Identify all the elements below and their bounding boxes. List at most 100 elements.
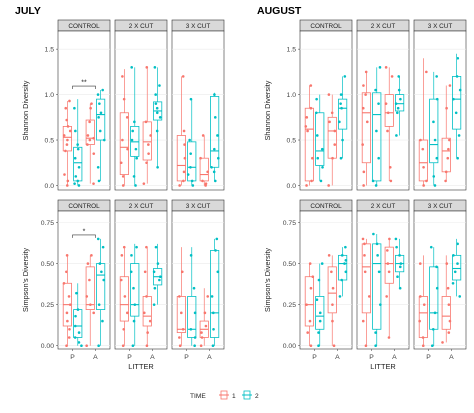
data-point xyxy=(178,344,182,348)
x-tick-label: A xyxy=(93,354,98,361)
data-point xyxy=(101,88,104,92)
chart-block-simpson-3: Simpson's Diversity0.000.250.500.75CONTR… xyxy=(263,199,467,371)
boxplot-p-time1 xyxy=(119,245,129,348)
data-point xyxy=(100,270,103,274)
data-point xyxy=(145,161,148,165)
data-point xyxy=(98,262,102,265)
data-point xyxy=(181,75,185,78)
data-point xyxy=(432,120,435,124)
box-iqr xyxy=(199,157,209,182)
data-point xyxy=(86,262,90,265)
data-point xyxy=(64,149,67,153)
x-tick-label: P xyxy=(70,354,75,361)
data-point xyxy=(339,93,343,96)
data-point xyxy=(102,278,105,282)
data-point xyxy=(361,237,365,241)
data-point xyxy=(458,88,462,92)
legend-label-1: 1 xyxy=(232,393,236,400)
data-point xyxy=(419,295,422,298)
box-iqr xyxy=(372,92,382,182)
y-tick-label: 0.00 xyxy=(41,343,54,350)
data-point xyxy=(433,138,437,142)
y-tick-label: 1.5 xyxy=(45,46,55,53)
data-point xyxy=(341,138,344,142)
data-point xyxy=(217,156,220,160)
data-point xyxy=(317,278,321,282)
boxplot-a-time1 xyxy=(327,254,337,348)
data-point xyxy=(178,295,181,298)
box-iqr xyxy=(85,266,95,310)
data-point xyxy=(90,254,93,257)
data-point xyxy=(315,97,318,101)
box-iqr xyxy=(361,92,371,164)
data-point xyxy=(339,156,343,160)
boxplot-p-time1 xyxy=(62,254,72,348)
data-point xyxy=(214,249,217,252)
box-iqr xyxy=(304,276,314,327)
data-point xyxy=(435,97,439,101)
data-point xyxy=(398,286,402,290)
data-point xyxy=(181,270,184,274)
data-point xyxy=(377,270,381,274)
data-point xyxy=(90,102,93,105)
facet-label: CONTROL xyxy=(68,203,100,210)
facet-label: 3 X CUT xyxy=(428,23,453,30)
data-point xyxy=(435,286,439,290)
data-point xyxy=(363,254,366,257)
data-point xyxy=(206,170,209,174)
data-point xyxy=(211,311,215,315)
data-point xyxy=(386,111,390,115)
y-tick-label: 0.75 xyxy=(41,220,54,227)
boxplot-a-time1 xyxy=(327,93,337,187)
data-point xyxy=(181,327,185,331)
x-tick-label: P xyxy=(184,354,189,361)
boxplot-a-time2 xyxy=(394,237,405,290)
data-point xyxy=(314,111,318,115)
data-point xyxy=(122,327,126,331)
data-point xyxy=(419,138,422,142)
data-point xyxy=(193,344,196,348)
data-point xyxy=(448,138,451,142)
boxplot-p-time2 xyxy=(73,99,83,187)
data-point xyxy=(394,237,398,241)
data-point xyxy=(213,179,217,183)
data-point xyxy=(132,319,136,323)
facet-label: 2 X CUT xyxy=(371,23,396,30)
y-tick-label: 0.50 xyxy=(283,261,296,268)
data-point xyxy=(149,134,152,137)
data-point xyxy=(343,75,347,78)
data-point xyxy=(395,134,398,137)
data-point xyxy=(361,143,364,146)
data-point xyxy=(92,182,95,185)
box-iqr xyxy=(429,98,439,164)
data-point xyxy=(364,93,367,96)
facet-panel xyxy=(356,30,410,191)
boxplot-a-time2 xyxy=(96,237,106,348)
data-point xyxy=(399,262,403,265)
x-tick-label: P xyxy=(369,354,374,361)
data-point xyxy=(361,319,365,323)
box-iqr xyxy=(119,112,129,175)
data-point xyxy=(182,170,186,174)
data-point xyxy=(212,327,215,331)
facet-control: CONTROL P A xyxy=(299,199,353,361)
data-point xyxy=(364,70,368,74)
data-point xyxy=(433,311,437,315)
data-point xyxy=(199,344,203,348)
data-point xyxy=(65,344,68,348)
x-tick-label: A xyxy=(207,354,212,361)
data-point xyxy=(189,165,192,169)
data-point xyxy=(145,295,148,298)
data-point xyxy=(212,170,216,174)
data-point xyxy=(178,184,181,187)
y-tick-label: 0.75 xyxy=(283,220,296,227)
data-point xyxy=(390,75,394,78)
boxplot-a-time1 xyxy=(199,288,210,348)
data-point xyxy=(374,344,377,348)
data-point xyxy=(158,278,161,282)
data-point xyxy=(76,143,79,146)
data-point xyxy=(201,179,204,183)
data-point xyxy=(309,286,313,290)
facet-3-x-cut: 3 X CUT xyxy=(413,19,467,191)
boxplot-a-time1 xyxy=(384,66,394,183)
